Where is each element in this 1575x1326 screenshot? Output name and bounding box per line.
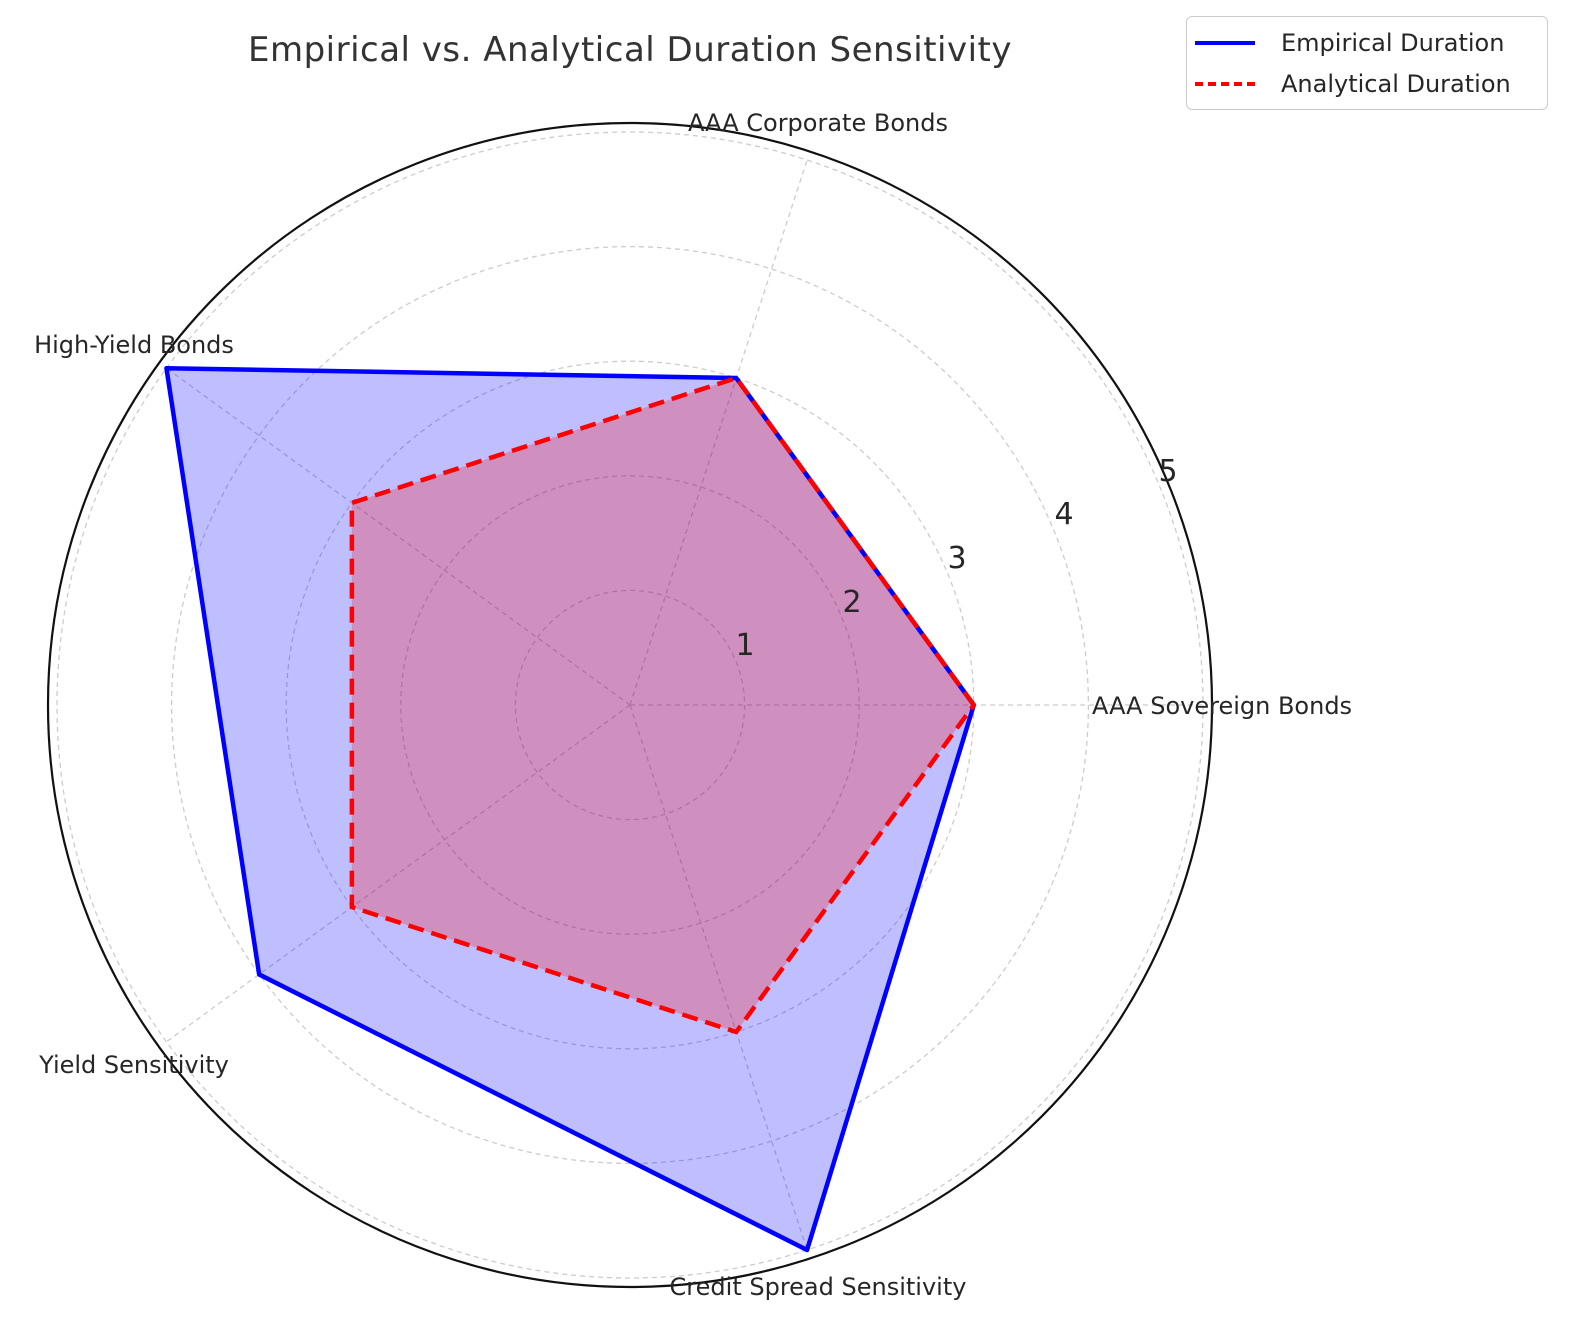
legend-swatch-analytical: [1195, 82, 1255, 86]
category-label: AAA Sovereign Bonds: [1092, 692, 1352, 720]
legend-label-analytical: Analytical Duration: [1281, 70, 1511, 98]
legend-item-empirical: Empirical Duration: [1195, 23, 1545, 63]
radial-tick-label: 5: [1158, 454, 1177, 489]
legend: Empirical Duration Analytical Duration: [1186, 16, 1548, 110]
series-fill-1: [351, 378, 974, 1032]
radial-gridline: [56, 131, 1204, 1279]
legend-label-empirical: Empirical Duration: [1281, 29, 1505, 57]
series-line-1: [349, 375, 977, 1035]
series-layer: [164, 365, 977, 1253]
legend-item-analytical: Analytical Duration: [1195, 64, 1545, 104]
series-fill-0: [166, 368, 974, 1250]
angular-gridline: [629, 159, 808, 706]
radial-tick-label: 3: [947, 541, 966, 576]
category-label: Credit Spread Sensitivity: [670, 1273, 967, 1301]
angular-gridline: [166, 367, 631, 706]
radial-tick-label: 2: [842, 585, 861, 620]
polar-frame: [46, 121, 1214, 1289]
angular-gridline: [629, 704, 808, 1251]
chart-title: Empirical vs. Analytical Duration Sensit…: [247, 30, 1013, 70]
category-label: Yield Sensitivity: [38, 1051, 229, 1079]
radial-tick-label: 1: [735, 628, 754, 663]
label-layer: AAA Sovereign Bonds AAA Corporate Bonds Hi…: [34, 109, 1352, 1301]
radial-gridline: [514, 589, 746, 821]
legend-swatch-empirical: [1195, 41, 1255, 45]
angular-gridline: [166, 704, 631, 1043]
radial-gridline: [170, 245, 1090, 1165]
radial-tick-label: 4: [1054, 497, 1073, 532]
category-label: AAA Corporate Bonds: [688, 109, 948, 137]
category-label: High-Yield Bonds: [34, 331, 234, 359]
